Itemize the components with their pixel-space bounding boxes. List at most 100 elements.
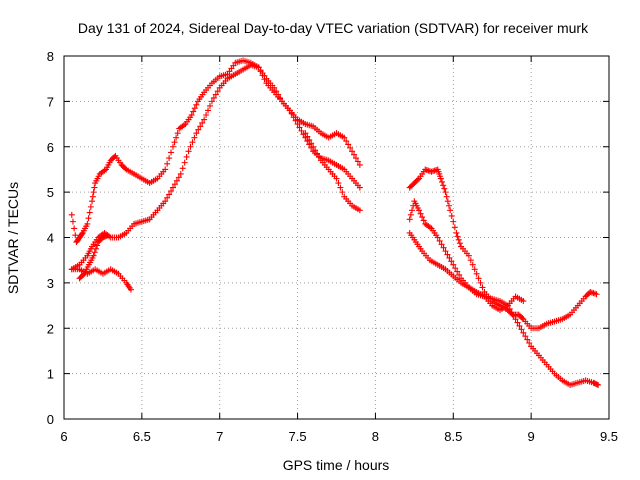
data-point-interp — [438, 178, 445, 185]
data-point-interp — [168, 149, 175, 156]
data-point — [595, 381, 602, 388]
data-point-interp — [456, 271, 463, 278]
data-point-interp — [417, 210, 424, 217]
data-point-interp — [214, 88, 221, 95]
data-point — [333, 175, 340, 182]
data-point-interp — [173, 134, 180, 141]
data-point-interp — [508, 309, 515, 316]
data-point — [593, 291, 600, 298]
data-point-interp — [467, 257, 474, 264]
data-point — [162, 166, 169, 173]
data-point — [201, 116, 208, 123]
data-point — [162, 198, 169, 205]
data-point-interp — [452, 265, 459, 272]
series-arc-5-evening-b — [406, 198, 602, 388]
grid-lines — [64, 56, 609, 419]
data-point-interp — [345, 141, 352, 148]
data-point — [512, 316, 519, 323]
data-point-interp — [475, 275, 482, 282]
data-point-interp — [436, 237, 443, 244]
data-point-interp — [89, 193, 96, 200]
data-point-interp — [179, 165, 186, 172]
data-point — [127, 286, 134, 293]
data-point-interp — [78, 231, 85, 238]
data-point-interp — [195, 126, 202, 133]
x-tick-label: 8.5 — [444, 429, 462, 444]
data-point-interp — [187, 143, 194, 150]
data-point-interp — [191, 105, 198, 112]
data-point-interp — [514, 319, 521, 326]
y-tick-labels: 0 1 2 3 4 5 6 7 8 — [47, 49, 54, 427]
data-point-interp — [164, 160, 171, 167]
data-point-interp — [92, 245, 99, 252]
data-point-interp — [308, 140, 315, 147]
data-point — [473, 270, 480, 277]
x-tick-label: 8 — [372, 429, 379, 444]
data-point — [170, 143, 176, 150]
x-tick-label: 9.5 — [600, 429, 618, 444]
data-point — [177, 170, 184, 177]
data-point-interp — [203, 111, 210, 118]
data-point-interp — [80, 271, 87, 278]
data-point — [89, 198, 96, 205]
data-point-interp — [206, 102, 213, 109]
series-arc-3-lower — [68, 130, 363, 293]
chart-title: Day 131 of 2024, Sidereal Day-to-day VTE… — [78, 20, 589, 36]
data-point-interp — [524, 336, 531, 343]
data-point-interp — [85, 215, 92, 222]
data-point-interp — [275, 91, 282, 98]
data-point-interp — [471, 266, 478, 273]
x-axis-label: GPS time / hours — [283, 457, 390, 473]
data-point-interp — [441, 185, 448, 192]
data-point-interp — [440, 182, 447, 189]
data-point-interp — [522, 333, 529, 340]
data-point-interp — [175, 174, 182, 181]
data-point-interp — [444, 251, 451, 258]
data-point — [188, 111, 195, 118]
data-point — [520, 329, 527, 336]
data-point-interp — [456, 240, 463, 247]
data-point — [465, 252, 472, 259]
data-point — [341, 134, 348, 141]
data-point-interp — [306, 136, 313, 143]
data-point-interp — [91, 249, 98, 256]
data-point — [104, 232, 111, 239]
data-point-interp — [407, 211, 414, 218]
data-point-interp — [87, 203, 94, 210]
y-axis-label: SDTVAR / TECUs — [5, 182, 21, 294]
data-point-interp — [273, 88, 280, 95]
x-tick-label: 7 — [216, 429, 223, 444]
data-point-interp — [440, 244, 447, 251]
data-point — [170, 184, 176, 191]
data-point-interp — [173, 177, 180, 184]
data-point-interp — [519, 315, 526, 322]
data-point-interp — [171, 181, 178, 188]
x-tick-labels: 6 6.5 7 7.5 8 8.5 9 9.5 — [60, 429, 618, 444]
data-point — [450, 261, 457, 268]
x-tick-label: 6.5 — [133, 429, 151, 444]
data-point-interp — [103, 232, 110, 239]
data-point — [520, 298, 527, 305]
data-point-interp — [210, 94, 217, 101]
y-tick-label: 8 — [47, 49, 54, 64]
data-point — [406, 216, 413, 223]
data-point-interp — [190, 108, 197, 115]
y-tick-label: 1 — [47, 367, 54, 382]
data-point — [208, 98, 215, 105]
y-tick-label: 2 — [47, 321, 54, 336]
y-tick-label: 6 — [47, 140, 54, 155]
data-point-interp — [414, 176, 421, 183]
data-point-interp — [72, 232, 79, 239]
data-point-interp — [314, 150, 321, 157]
data-point-interp — [420, 217, 427, 224]
data-point-interp — [444, 198, 451, 205]
data-point — [310, 143, 317, 150]
data-point-interp — [111, 153, 118, 160]
data-point-interp — [451, 224, 458, 231]
data-point-interp — [94, 242, 101, 249]
data-point-interp — [71, 225, 78, 232]
data-point — [437, 175, 444, 182]
data-point — [302, 130, 309, 137]
data-point-interp — [455, 236, 462, 243]
